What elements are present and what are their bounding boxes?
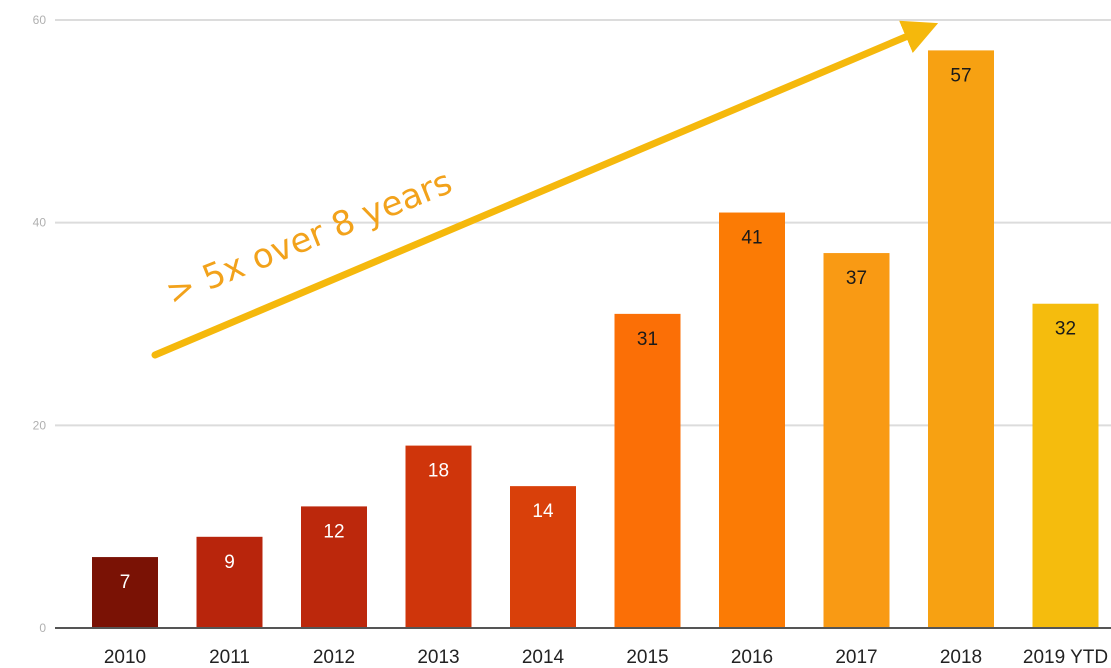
y-tick-label: 40: [33, 216, 47, 230]
bar-2012: [301, 506, 367, 628]
x-tick-label: 2014: [522, 647, 565, 668]
bar-2019-ytd: [1032, 303, 1099, 628]
bars: [92, 50, 1099, 629]
data-label: 32: [1055, 319, 1076, 340]
x-tick-label: 2019 YTD: [1023, 647, 1108, 668]
data-label: 14: [532, 501, 554, 522]
data-labels: 7 9 12 18 14 31 41 37 57 32: [120, 65, 1076, 593]
trend-arrow: [151, 20, 939, 359]
bar-2018: [928, 50, 994, 628]
data-label: 18: [428, 461, 449, 482]
x-tick-label: 2017: [835, 647, 877, 668]
x-tick-label: 2011: [209, 647, 250, 668]
y-tick-label: 60: [33, 13, 47, 27]
y-tick-label: 0: [39, 621, 46, 635]
data-label: 57: [950, 65, 971, 86]
data-label: 7: [120, 572, 131, 593]
bar-2015: [614, 313, 681, 628]
y-tick-label: 20: [33, 418, 47, 432]
data-label: 41: [741, 228, 762, 249]
y-axis-ticks: 0 20 40 60: [33, 13, 47, 635]
x-tick-label: 2016: [731, 647, 773, 668]
bar-2016: [719, 212, 785, 629]
x-tick-label: 2010: [104, 647, 146, 668]
data-label: 12: [323, 521, 344, 542]
x-axis-ticks: 2010 2011 2012 2013 2014 2015 2016 2017 2018 2019…: [104, 647, 1108, 668]
x-tick-label: 2015: [626, 647, 668, 668]
data-label: 31: [637, 329, 658, 350]
x-tick-label: 2013: [417, 647, 459, 668]
x-tick-label: 2018: [940, 647, 982, 668]
bar-2011: [196, 536, 263, 628]
growth-annotation: > 5x over 8 years: [151, 20, 939, 359]
data-label: 37: [846, 268, 867, 289]
bar-2010: [92, 557, 158, 628]
data-label: 9: [224, 552, 235, 573]
bar-2013: [405, 445, 472, 628]
bar-2017: [823, 253, 890, 629]
x-tick-label: 2012: [313, 647, 355, 668]
bar-2014: [510, 486, 576, 628]
